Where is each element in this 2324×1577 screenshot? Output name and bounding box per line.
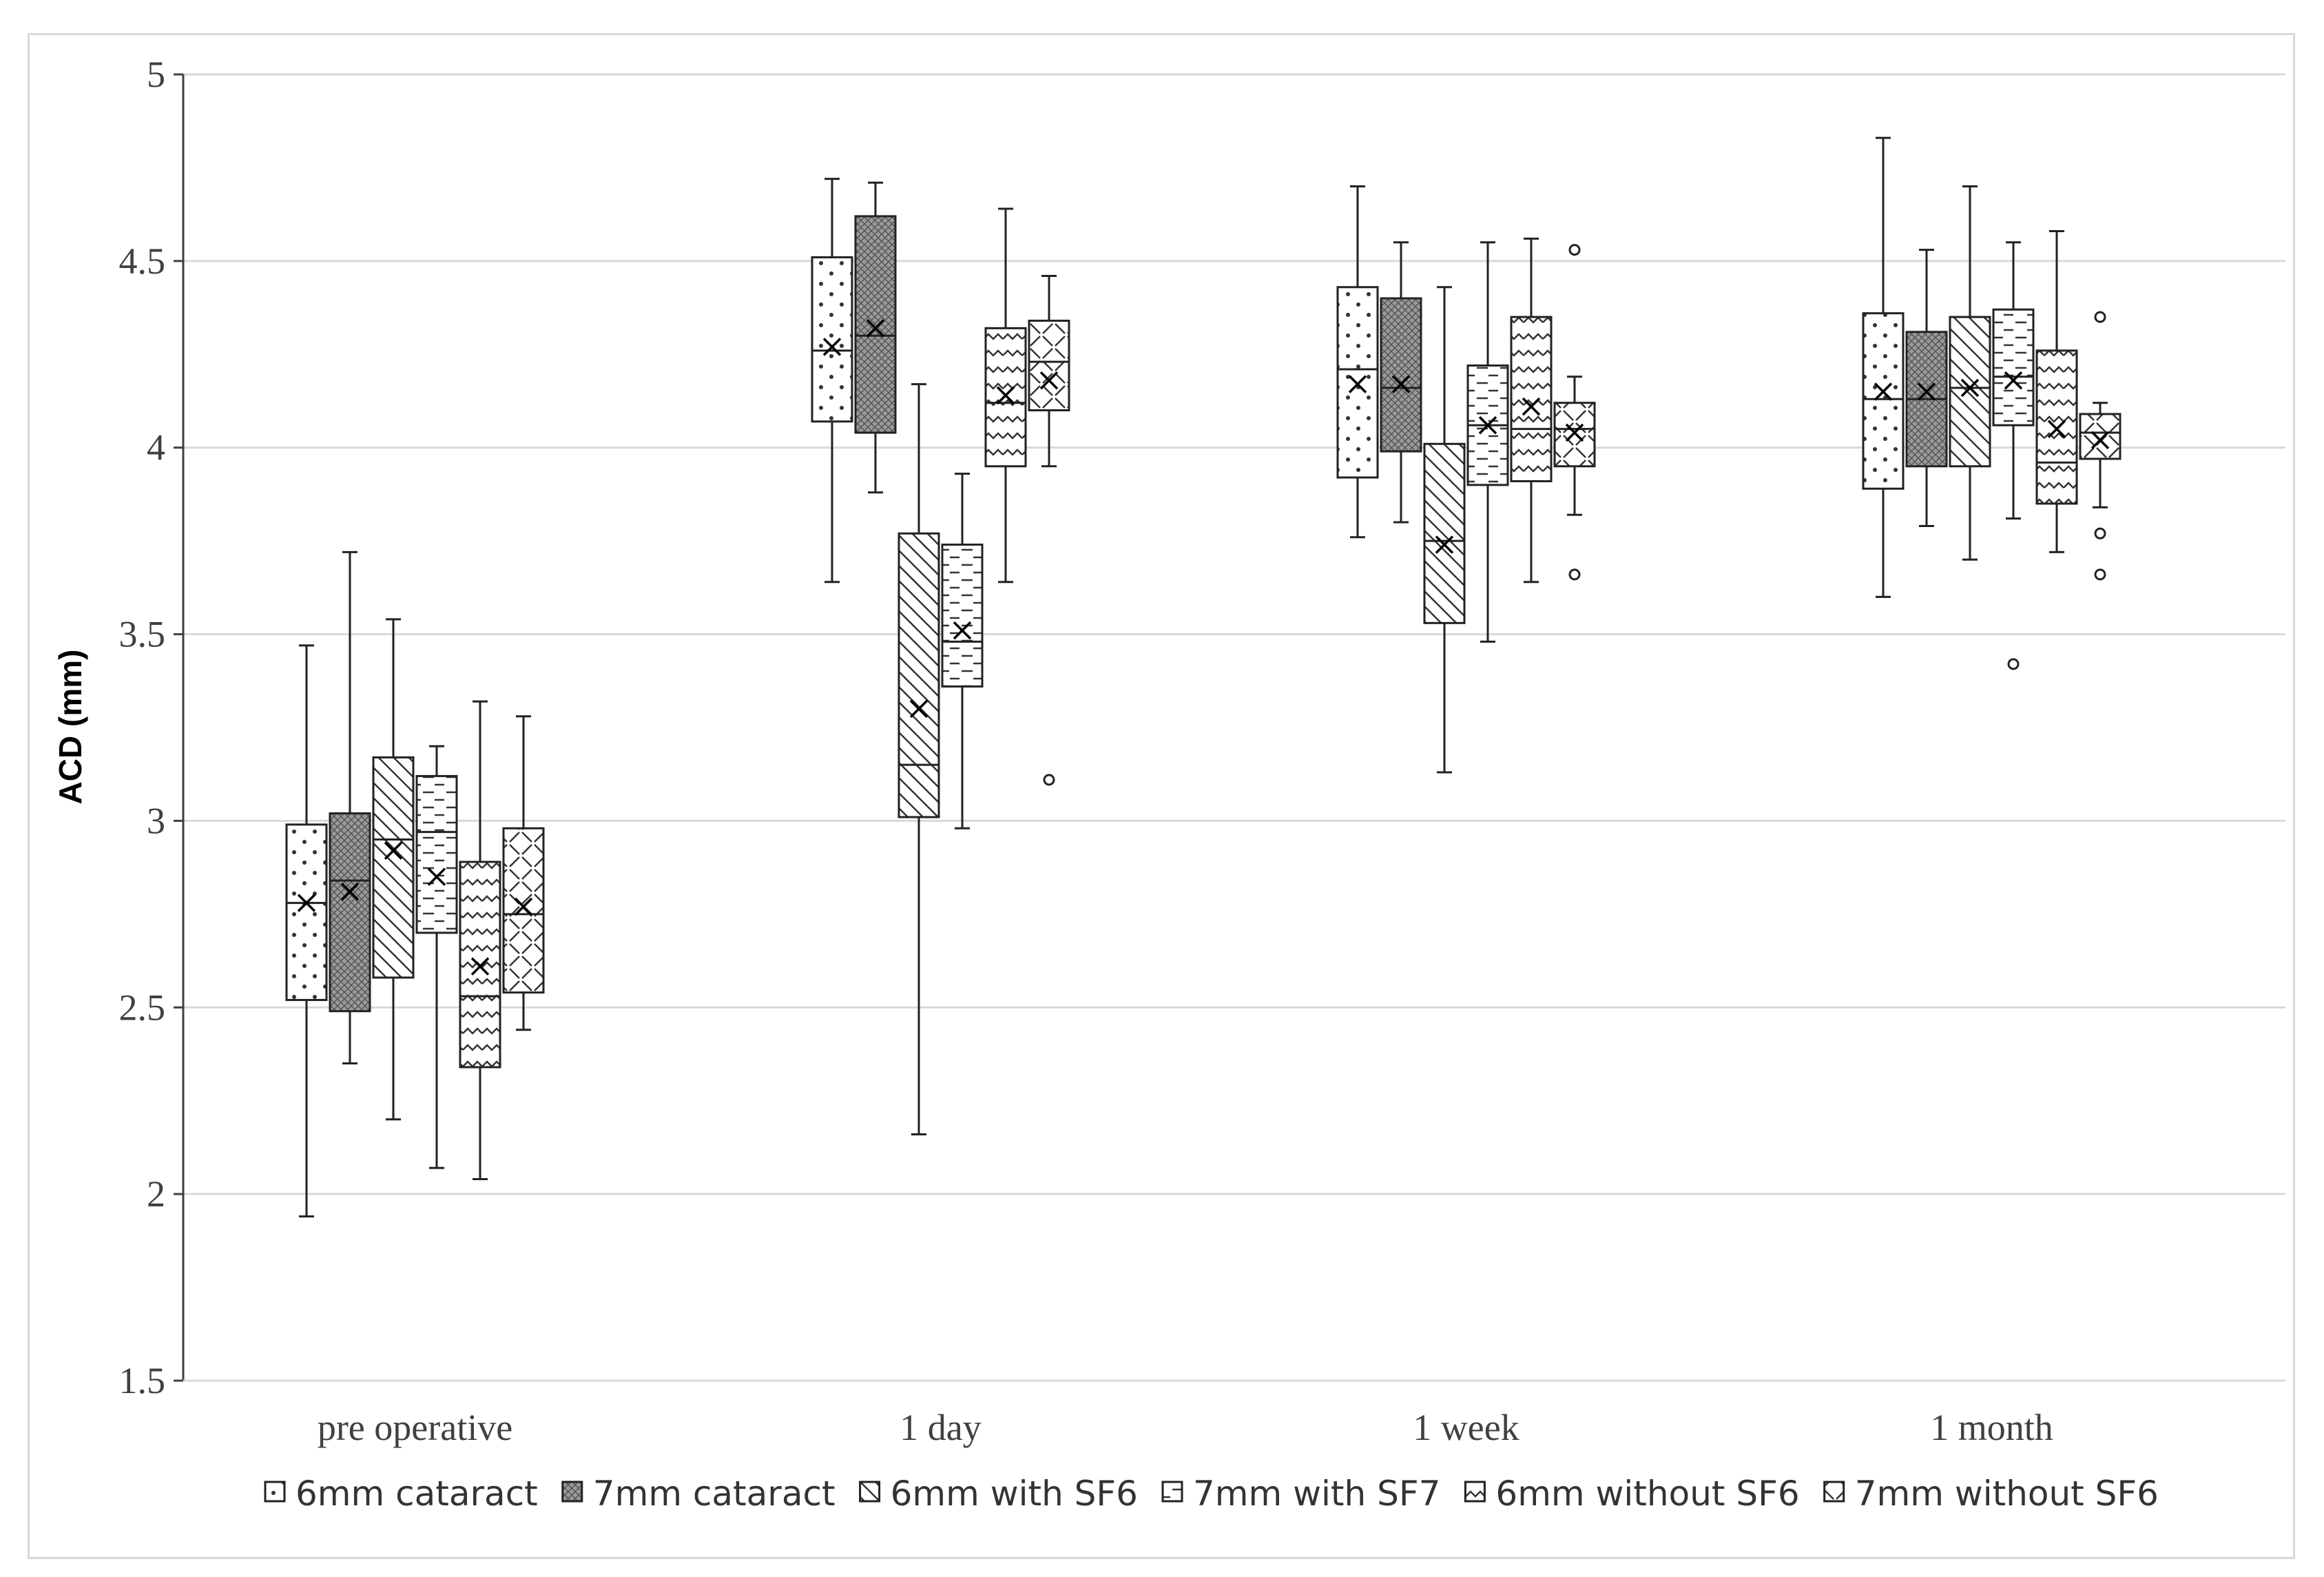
y-tick-label: 4 xyxy=(147,427,165,468)
mean-marker xyxy=(384,841,403,860)
series-0 xyxy=(285,136,1905,1218)
legend-label: 7mm without SF6 xyxy=(1855,1474,2159,1514)
y-axis: 1.5 2 2.5 3 3.5 4 4.5 5 xyxy=(119,54,185,1401)
mean-marker xyxy=(822,338,842,356)
mean-marker xyxy=(953,621,972,640)
legend-swatch xyxy=(859,1481,881,1503)
legend-label: 6mm without SF6 xyxy=(1495,1474,1799,1514)
y-tick-label: 2 xyxy=(147,1173,165,1215)
box xyxy=(2035,349,2078,505)
box xyxy=(415,774,458,934)
legend-label: 7mm cataract xyxy=(593,1474,836,1514)
mean-marker xyxy=(2004,371,2023,390)
legend-swatch xyxy=(1161,1481,1183,1503)
series-2 xyxy=(372,185,1991,1135)
y-tick-label: 4.5 xyxy=(119,240,166,282)
mean-marker xyxy=(1391,375,1411,393)
box xyxy=(1336,286,1379,479)
x-tick-label: pre operative xyxy=(318,1407,512,1448)
series-5 xyxy=(502,244,2121,1031)
y-tick-label: 1.5 xyxy=(119,1360,166,1401)
mean-marker xyxy=(1522,397,1541,416)
x-tick-label: 1 day xyxy=(900,1407,981,1448)
series-4 xyxy=(459,207,2078,1180)
outlier-point xyxy=(2094,527,2106,539)
mean-marker xyxy=(1917,382,1936,401)
box-series xyxy=(285,136,2121,1218)
outlier-point xyxy=(2094,568,2106,581)
mean-marker xyxy=(470,957,490,976)
box xyxy=(1028,320,1070,412)
legend-swatch xyxy=(561,1481,583,1503)
box xyxy=(854,215,897,434)
legend-label: 7mm with SF7 xyxy=(1193,1474,1440,1514)
legend-swatch xyxy=(264,1481,286,1503)
legend-item-5: 7mm without SF6 xyxy=(1823,1474,2159,1514)
box xyxy=(1992,308,2035,426)
mean-marker xyxy=(1960,378,1980,398)
y-tick-label: 2.5 xyxy=(119,987,166,1028)
box xyxy=(941,544,984,688)
mean-marker xyxy=(340,883,360,901)
box xyxy=(329,812,371,1013)
legend-item-4: 6mm without SF6 xyxy=(1464,1474,1800,1514)
legend-item-3: 7mm with SF7 xyxy=(1161,1474,1440,1514)
mean-marker xyxy=(909,699,928,719)
legend-swatch xyxy=(1823,1481,1845,1503)
outlier-point xyxy=(2007,658,2020,670)
y-tick-label: 5 xyxy=(147,54,165,95)
box xyxy=(1553,402,1596,468)
box xyxy=(1949,316,1991,468)
box xyxy=(811,256,853,423)
outlier-point xyxy=(1568,568,1581,581)
legend-item-2: 6mm with SF6 xyxy=(859,1474,1138,1514)
mean-marker xyxy=(1039,371,1059,390)
x-tick-label: 1 week xyxy=(1413,1407,1519,1448)
outlier-point xyxy=(1043,774,1055,786)
box xyxy=(2079,413,2121,460)
outlier-point xyxy=(1568,244,1581,256)
legend-item-1: 7mm cataract xyxy=(561,1474,836,1514)
box xyxy=(372,756,415,979)
legend: 6mm cataract 7mm cataract 6mm with SF6 7mm … xyxy=(264,1474,2159,1514)
legend-label: 6mm cataract xyxy=(295,1474,538,1514)
box xyxy=(898,532,940,818)
legend-item-0: 6mm cataract xyxy=(264,1474,538,1514)
x-axis: pre operative 1 day 1 week 1 month xyxy=(183,1379,2285,1448)
y-tick-label: 3.5 xyxy=(119,614,166,655)
box xyxy=(1862,312,1905,490)
series-3 xyxy=(415,241,2035,1169)
mean-marker xyxy=(1565,423,1584,442)
chart-frame xyxy=(28,33,2295,1559)
mean-marker xyxy=(297,894,316,912)
mean-marker xyxy=(1348,375,1367,393)
series-1 xyxy=(329,181,1948,1065)
mean-marker xyxy=(1478,415,1497,435)
mean-marker xyxy=(1874,382,1893,401)
box xyxy=(1510,316,1553,482)
legend-swatch xyxy=(1464,1481,1486,1503)
mean-marker xyxy=(2047,420,2066,438)
mean-marker xyxy=(866,319,885,338)
legend-label: 6mm with SF6 xyxy=(891,1474,1138,1514)
mean-marker xyxy=(2090,431,2110,450)
y-tick-label: 3 xyxy=(147,800,165,841)
mean-marker xyxy=(1435,535,1454,554)
outlier-point xyxy=(2094,311,2106,323)
y-axis-title: ACD (mm) xyxy=(52,650,88,805)
mean-marker xyxy=(514,897,533,916)
x-tick-label: 1 month xyxy=(1930,1407,2053,1448)
box xyxy=(502,827,545,994)
mean-marker xyxy=(996,386,1015,405)
box xyxy=(459,860,501,1069)
box xyxy=(984,327,1027,468)
box xyxy=(1423,442,1466,624)
mean-marker xyxy=(427,867,446,886)
box xyxy=(285,823,328,1001)
box xyxy=(1380,297,1422,453)
